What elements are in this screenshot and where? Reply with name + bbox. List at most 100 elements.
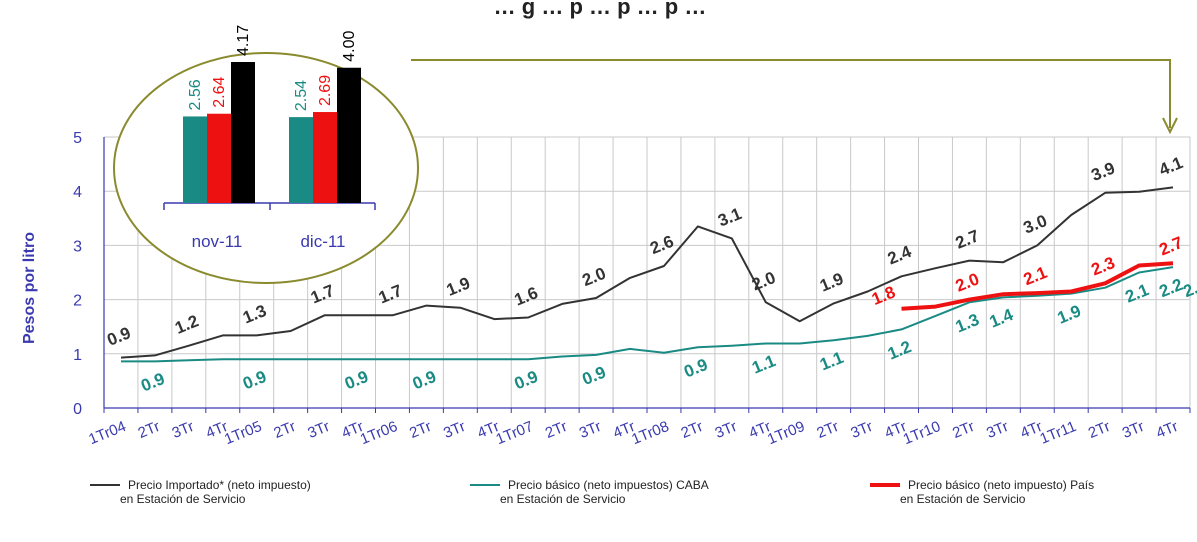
data-label: 0.9 xyxy=(342,367,371,393)
legend-label-2-line2: en Estación de Servicio xyxy=(500,492,626,506)
data-label: 0.9 xyxy=(512,367,541,393)
data-label: 2.6 xyxy=(647,232,676,258)
x-tick-label: 3Tr xyxy=(984,418,1011,442)
legend-label-1: Precio Importado* (neto impuesto) xyxy=(128,478,311,492)
y-tick-label: 4 xyxy=(73,184,82,201)
x-tick-label: 4Tr xyxy=(204,418,231,442)
x-tick-label: 2Tr xyxy=(271,418,298,442)
inset-category-label: dic-11 xyxy=(300,232,345,251)
data-label: 1.2 xyxy=(172,311,201,337)
data-label: 1.1 xyxy=(749,351,778,377)
x-tick-label: 3Tr xyxy=(577,418,604,442)
x-tick-label: 2Tr xyxy=(543,418,570,442)
legend: Precio Importado* (neto impuesto)en Esta… xyxy=(90,478,1094,506)
x-tick-label: 1Tr05 xyxy=(222,418,264,448)
data-label: 2.1 xyxy=(1021,263,1050,289)
inset-bar xyxy=(337,67,361,203)
inset-bar-label: 2.69 xyxy=(317,75,334,106)
y-tick-label: 2 xyxy=(73,293,82,310)
inset-bar xyxy=(207,113,231,203)
data-label: 1.9 xyxy=(817,269,846,295)
y-tick-label: 5 xyxy=(73,130,82,147)
legend-label-2: Precio básico (neto impuestos) CABA xyxy=(508,478,709,492)
arrow-head-icon xyxy=(1162,117,1178,135)
inset-category-label: nov-11 xyxy=(192,232,243,251)
x-tick-label: 3Tr xyxy=(1120,418,1147,442)
data-label: 1.6 xyxy=(512,283,541,309)
data-label: 1.4 xyxy=(987,305,1017,332)
x-tick-label: 4Tr xyxy=(1018,418,1045,442)
data-label: 3.0 xyxy=(1021,211,1050,237)
inset-bar xyxy=(313,112,337,203)
x-tick-label: 3Tr xyxy=(848,418,875,442)
y-tick-labels: 0 1 2 3 4 5 xyxy=(73,130,82,418)
data-label: 3.9 xyxy=(1089,158,1118,184)
data-label: 0.9 xyxy=(681,355,710,381)
series-lines xyxy=(120,186,1174,363)
legend-label-1-line2: en Estación de Servicio xyxy=(120,492,246,506)
x-tick-label: 4Tr xyxy=(1154,418,1181,442)
inset-ellipse xyxy=(113,52,419,284)
x-tick-label: 4Tr xyxy=(339,418,366,442)
series-line-3 xyxy=(901,261,1174,311)
connector-line xyxy=(411,59,1171,128)
inset-bar-label: 4.17 xyxy=(235,25,252,56)
x-tick-label: 1Tr04 xyxy=(86,418,128,448)
x-tick-label: 4Tr xyxy=(882,418,909,442)
x-tick-label: 1Tr08 xyxy=(629,418,671,448)
x-tick-label: 3Tr xyxy=(170,418,197,442)
inset-bar xyxy=(183,116,207,203)
data-label: 1.2 xyxy=(885,337,914,363)
data-label: 2.0 xyxy=(953,269,982,295)
x-tick-label: 2Tr xyxy=(407,418,434,442)
data-label: 1.3 xyxy=(953,310,982,336)
y-tick-label: 3 xyxy=(73,238,82,255)
x-tick-label: 2Tr xyxy=(679,418,706,442)
x-tick-label: 1Tr10 xyxy=(901,418,943,448)
data-label: 0.9 xyxy=(240,367,269,393)
series-line-1 xyxy=(120,186,1174,359)
x-tick-label: 3Tr xyxy=(441,418,468,442)
data-label: 0.9 xyxy=(580,363,609,389)
data-label: 2.0 xyxy=(580,264,609,290)
x-tick-label: 4Tr xyxy=(475,418,502,442)
x-tick-label: 1Tr09 xyxy=(765,418,807,448)
inset-bar-label: 4.00 xyxy=(341,31,358,62)
data-label: 2.7 xyxy=(1156,233,1185,259)
x-tick-label: 1Tr07 xyxy=(494,418,536,448)
data-label: 1.7 xyxy=(308,281,337,307)
x-tick-label: 3Tr xyxy=(305,418,332,442)
y-tick-label: 0 xyxy=(73,401,82,418)
data-label: 2.6 xyxy=(1180,275,1197,301)
series-line-2 xyxy=(121,266,1174,363)
x-tick-label: 4Tr xyxy=(611,418,638,442)
x-tick-label: 4Tr xyxy=(747,418,774,442)
data-label: 0.9 xyxy=(410,367,439,393)
data-label: 2.7 xyxy=(953,226,982,252)
data-label: 0.9 xyxy=(138,369,167,395)
x-tick-label: 2Tr xyxy=(1086,418,1113,442)
inset-bar-label: 2.56 xyxy=(187,79,204,110)
data-label: 3.1 xyxy=(715,204,744,230)
axes xyxy=(103,137,1191,413)
legend-label-3-line2: en Estación de Servicio xyxy=(900,492,1026,506)
data-label: 2.0 xyxy=(749,268,778,294)
data-label: 1.7 xyxy=(376,281,405,307)
chart-title: … g … p … p … p … xyxy=(494,0,707,19)
inset-bar xyxy=(231,62,255,203)
inset-bar xyxy=(289,117,313,203)
x-tick-label: 2Tr xyxy=(136,418,163,442)
data-label: 1.9 xyxy=(1055,301,1084,327)
x-tick-label: 3Tr xyxy=(713,418,740,442)
legend-label-3: Precio básico (neto impuesto) País xyxy=(908,478,1094,492)
data-label: 0.9 xyxy=(104,323,133,349)
data-label: 2.3 xyxy=(1089,253,1118,279)
inset-bar-chart: nov-11 2.56 2.64 4.17 dic-11 2.54 2.69 4.00 xyxy=(113,25,1178,284)
data-label: 4.1 xyxy=(1156,153,1185,179)
data-label: 2.2 xyxy=(1156,275,1185,301)
inset-bar-label: 2.54 xyxy=(293,80,310,111)
data-label: 1.9 xyxy=(444,273,473,299)
data-label: 2.1 xyxy=(1123,280,1152,306)
